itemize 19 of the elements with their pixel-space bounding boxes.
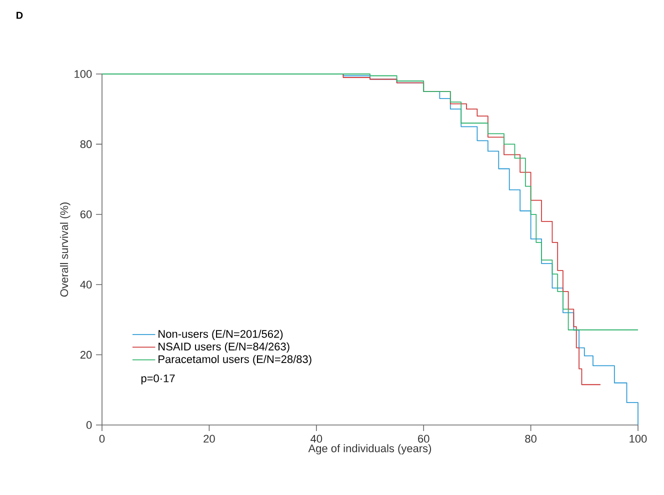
text: D: [16, 12, 23, 19]
x-tick-label: 40: [310, 434, 322, 443]
y-axis-title: Overall survival (%): [60, 202, 70, 297]
x-tick-label: 0: [99, 434, 105, 443]
x-tick-label: 80: [525, 434, 536, 443]
y-tick-label: 100: [74, 70, 92, 78]
x-tick-label: 60: [418, 434, 430, 443]
y-tick-label: 40: [80, 280, 92, 288]
legend-label: Non-users (E/N=201/562): [158, 330, 283, 340]
x-tick-label: 20: [204, 434, 215, 443]
y-tick-label: 60: [80, 210, 92, 218]
y-tick-label: 0: [86, 421, 92, 429]
x-axis-title: Age of individuals (years): [308, 444, 432, 454]
x-tick-label: 100: [630, 434, 647, 443]
y-tick-label: 20: [80, 350, 92, 359]
legend-label: NSAID users (E/N=84/263): [158, 342, 290, 353]
annotation: p=0·17: [141, 374, 175, 384]
legend-label: Paracetamol users (E/N=28/83): [158, 355, 312, 366]
y-tick-label: 80: [80, 140, 92, 148]
